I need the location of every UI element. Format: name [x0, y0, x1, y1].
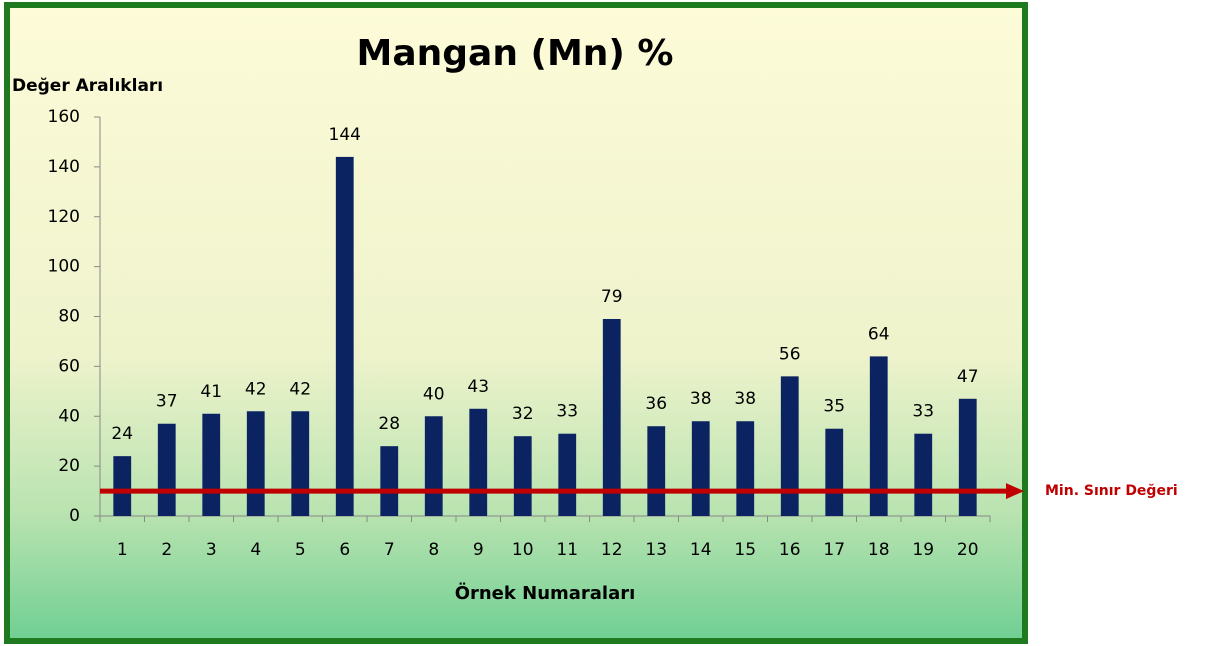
bar	[380, 446, 399, 516]
data-label: 33	[556, 402, 578, 422]
x-tick-label: 3	[206, 540, 217, 560]
x-tick-label: 18	[868, 540, 890, 560]
data-label: 41	[200, 382, 222, 402]
data-label: 144	[329, 125, 361, 145]
bar	[647, 426, 666, 516]
x-tick-label: 1	[117, 540, 128, 560]
x-tick-label: 6	[339, 540, 350, 560]
x-tick-label: 11	[556, 540, 578, 560]
y-tick-label: 20	[58, 456, 80, 476]
chart-frame	[4, 2, 1028, 644]
data-label: 40	[423, 384, 445, 404]
bar	[869, 356, 888, 516]
data-label: 43	[467, 377, 489, 397]
data-label: 79	[601, 287, 623, 307]
bar	[825, 428, 844, 516]
y-tick-label: 60	[58, 356, 80, 376]
threshold-arrow	[1006, 483, 1024, 500]
x-tick-label: 8	[428, 540, 439, 560]
y-tick-label: 140	[48, 157, 80, 177]
data-label: 33	[912, 402, 934, 422]
x-tick-label: 19	[912, 540, 934, 560]
x-tick-label: 16	[779, 540, 801, 560]
data-label: 37	[156, 392, 178, 412]
x-tick-label: 5	[295, 540, 306, 560]
x-tick-label: 14	[690, 540, 712, 560]
x-tick-label: 15	[734, 540, 756, 560]
bar	[513, 436, 532, 516]
data-label: 28	[378, 414, 400, 434]
bar	[424, 416, 443, 516]
y-tick-label: 0	[69, 506, 80, 526]
x-tick-label: 2	[161, 540, 172, 560]
bar	[691, 421, 710, 516]
threshold-label: Min. Sınır Değeri	[1045, 483, 1178, 499]
y-tick-label: 120	[48, 207, 80, 227]
data-label: 35	[823, 397, 845, 417]
data-label: 56	[779, 344, 801, 364]
bar	[246, 411, 265, 516]
x-tick-label: 4	[250, 540, 261, 560]
y-tick-label: 80	[58, 307, 80, 327]
x-tick-label: 12	[601, 540, 623, 560]
bar	[736, 421, 755, 516]
data-label: 42	[245, 379, 267, 399]
x-tick-label: 17	[823, 540, 845, 560]
x-tick-label: 10	[512, 540, 534, 560]
bar	[335, 156, 354, 516]
bar	[202, 413, 221, 516]
data-label: 36	[645, 394, 667, 414]
y-tick-label: 160	[48, 107, 80, 127]
bar	[157, 423, 176, 516]
bar	[602, 318, 621, 516]
y-tick-label: 40	[58, 406, 80, 426]
data-label: 64	[868, 324, 890, 344]
x-tick-label: 7	[384, 540, 395, 560]
data-label: 47	[957, 367, 979, 387]
data-label: 42	[289, 379, 311, 399]
y-tick-label: 100	[48, 257, 80, 277]
x-axis-title: Örnek Numaraları	[455, 582, 636, 604]
bar	[113, 456, 132, 516]
x-tick-label: 20	[957, 540, 979, 560]
x-tick-label: 13	[645, 540, 667, 560]
chart-title: Mangan (Mn) %	[357, 33, 674, 74]
data-label: 24	[111, 424, 133, 444]
bar	[914, 433, 933, 516]
x-tick-label: 9	[473, 540, 484, 560]
bar	[469, 408, 488, 516]
bar	[291, 411, 310, 516]
bar	[958, 398, 977, 516]
bar	[558, 433, 577, 516]
data-label: 32	[512, 404, 534, 424]
data-label: 38	[690, 389, 712, 409]
data-label: 38	[734, 389, 756, 409]
bar	[780, 376, 799, 516]
y-axis-title: Değer Aralıkları	[12, 76, 163, 96]
